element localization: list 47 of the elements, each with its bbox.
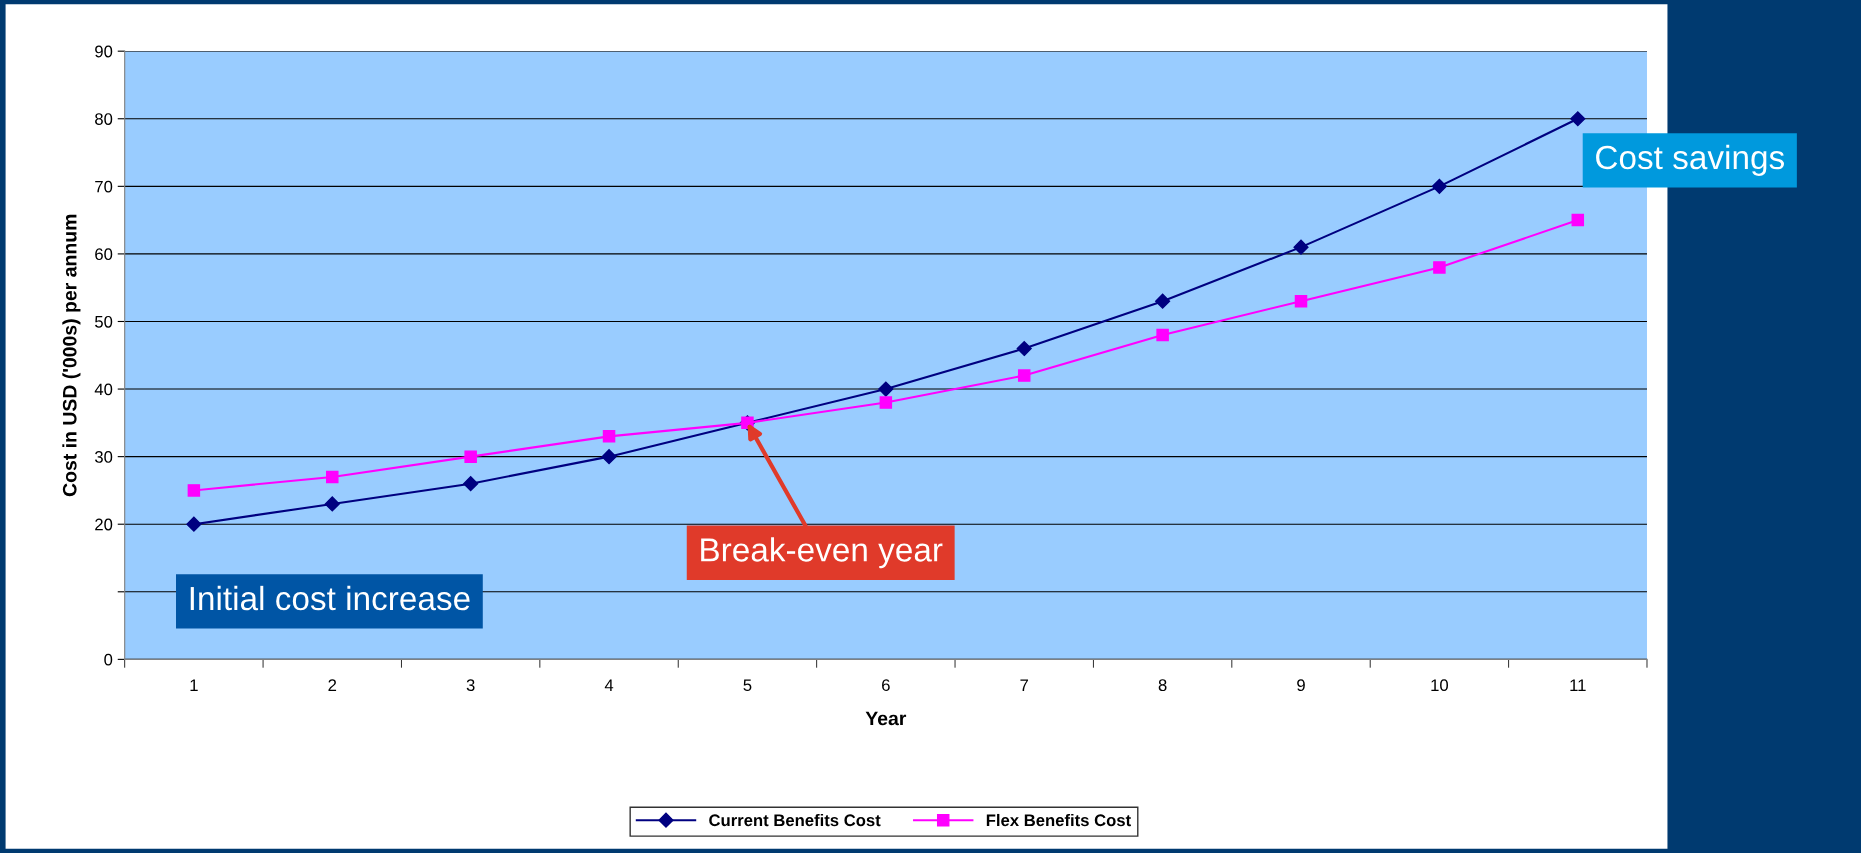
x-tick-label: 11 (1570, 679, 1586, 691)
point (1570, 111, 1586, 127)
x-tick-label: 8 (1158, 679, 1167, 692)
x-tick-label: 6 (882, 679, 890, 692)
point (1571, 213, 1585, 227)
y-tick-label: 90 (95, 45, 113, 58)
point (602, 430, 616, 443)
point (186, 516, 202, 532)
annotation: Initial cost increase (190, 585, 470, 611)
point (878, 381, 894, 397)
point (879, 396, 893, 409)
point (1294, 294, 1308, 308)
legend-label: Current Benefits Cost (709, 813, 881, 827)
x-tick-label: 1 (190, 679, 198, 691)
y-axis-title: Cost in USD ('000s) per annum (62, 214, 81, 497)
x-tick-label: 4 (604, 679, 614, 691)
x-tick-label: 2 (328, 679, 337, 691)
point (324, 496, 340, 512)
point (463, 476, 479, 492)
x-tick-label: 10 (1431, 679, 1449, 692)
x-tick-label: 7 (1020, 679, 1029, 691)
x-tick-label: 5 (743, 679, 752, 692)
point (1016, 340, 1032, 357)
annotation: Break-even year (701, 537, 943, 569)
point (1017, 369, 1031, 382)
point (187, 484, 201, 497)
point (601, 449, 617, 465)
y-tick-label: 40 (94, 383, 113, 396)
y-tick-label: 50 (95, 315, 113, 328)
point (1433, 261, 1446, 274)
x-tick-label: 9 (1297, 679, 1305, 692)
point (1431, 178, 1447, 194)
point (1156, 328, 1169, 342)
point (1293, 239, 1309, 255)
annotation: Cost savings (1596, 144, 1784, 176)
y-tick-label: 20 (95, 518, 113, 531)
y-tick-label: 0 (104, 653, 113, 666)
y-tick-label: 80 (95, 113, 113, 125)
point (1155, 293, 1171, 309)
legend-label: Flex Benefits Cost (986, 813, 1131, 827)
y-tick-label: 60 (95, 248, 113, 261)
x-tick-label: 3 (466, 679, 475, 692)
point (464, 450, 477, 463)
point (326, 470, 339, 484)
y-tick-label: 30 (94, 451, 113, 463)
x-axis-title: Year (865, 711, 907, 726)
y-tick-label: 70 (95, 180, 113, 193)
